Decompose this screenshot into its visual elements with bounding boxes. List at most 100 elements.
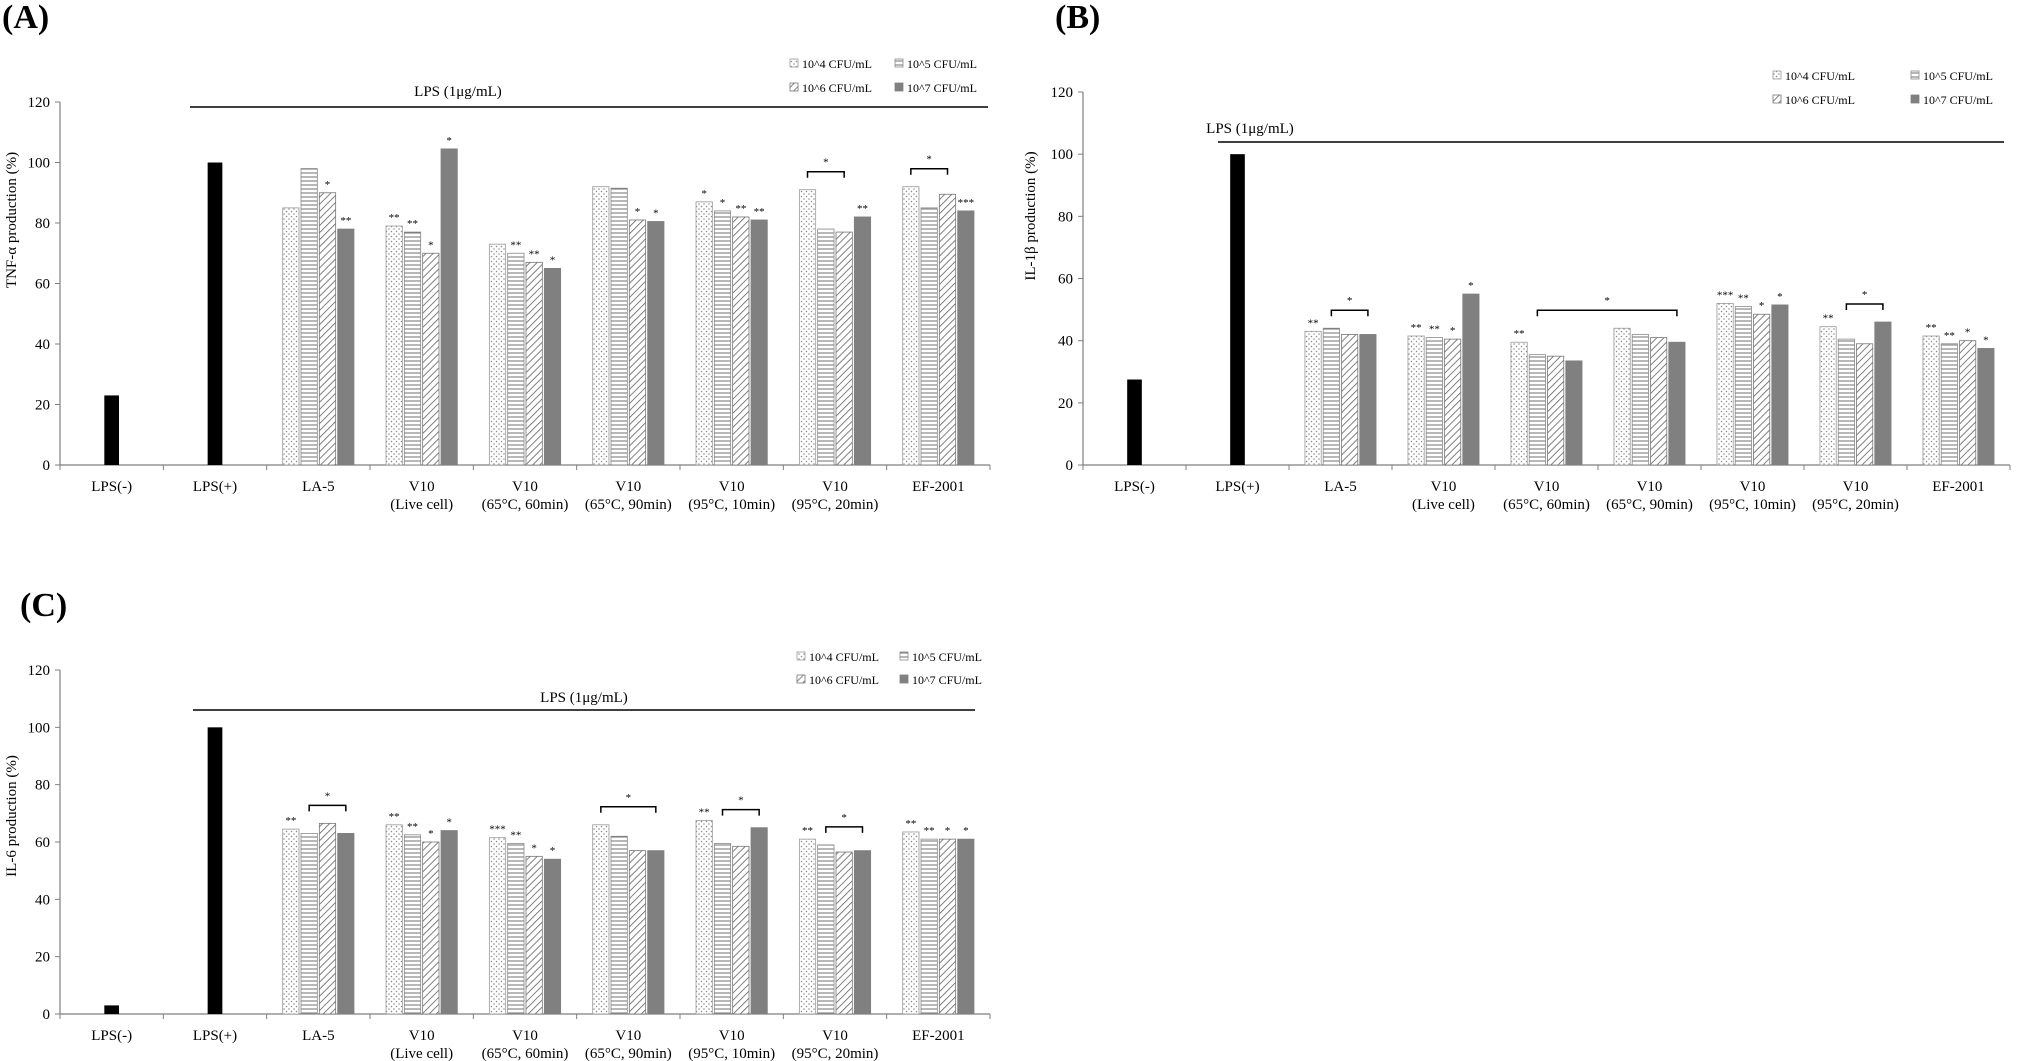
y-tick-label: 120 (28, 663, 51, 679)
y-tick-label: 100 (28, 156, 51, 172)
control-bar (1127, 379, 1142, 465)
significance-label: ** (1823, 313, 1834, 325)
legend-swatch (796, 651, 806, 661)
significance-bracket (806, 170, 845, 178)
x-tick-label: (Live cell) (390, 1046, 453, 1061)
significance-label: * (531, 842, 537, 854)
bar (282, 207, 300, 466)
significance-label: ** (1944, 330, 1955, 342)
bar (1613, 327, 1631, 466)
x-tick-label: EF-2001 (912, 479, 965, 495)
bar (1959, 340, 1977, 466)
significance-label: * (1450, 325, 1456, 337)
significance-label: * (653, 207, 659, 219)
legend-swatch (1910, 94, 1920, 104)
bar (282, 828, 300, 1015)
significance-label: * (428, 239, 434, 251)
legend-entry: 10^6 CFU/mL (1785, 93, 1855, 107)
legend-swatch (789, 82, 799, 92)
bar (385, 225, 403, 466)
bar (507, 843, 525, 1015)
bar (1359, 334, 1377, 466)
legend-entry: 10^5 CFU/mL (1923, 69, 1993, 83)
significance-bracket (308, 804, 347, 812)
bar (853, 216, 872, 466)
significance-label: ** (389, 811, 400, 823)
control-bar (207, 727, 223, 1014)
x-tick-label: (65°C, 60min) (482, 1046, 569, 1061)
bar (713, 843, 732, 1015)
bar (610, 835, 628, 1015)
y-tick-label: 0 (1066, 458, 1074, 474)
y-tick-label: 0 (43, 458, 51, 474)
bar (440, 148, 458, 466)
significance-bracket (825, 826, 864, 833)
bar (732, 845, 750, 1015)
significance-label: ** (1411, 322, 1422, 334)
panel-c-chart: (C) IL-6 production (%) LPS (1μg/mL) 0 20… (4, 587, 991, 1061)
significance-bracket (910, 167, 949, 175)
significance-label: * (446, 135, 452, 147)
control-bar (104, 395, 120, 465)
x-tick-label: V10 (1843, 479, 1869, 495)
x-tick-label: V10 (822, 1028, 848, 1044)
bar (695, 820, 713, 1015)
x-tick-label: EF-2001 (1932, 479, 1985, 495)
bar (385, 824, 403, 1015)
bar (628, 850, 647, 1015)
bar (1425, 337, 1443, 466)
legend-entry: 10^4 CFU/mL (809, 650, 879, 664)
legend-swatch (1772, 94, 1782, 104)
bar (318, 822, 337, 1015)
bar (422, 841, 440, 1015)
y-tick-label: 20 (35, 398, 50, 414)
x-tick-label: (65°C, 60min) (482, 497, 569, 513)
significance-label: * (550, 845, 556, 857)
significance-label: * (1965, 327, 1971, 339)
x-tick-label: LPS(-) (1114, 479, 1155, 495)
x-tick-label: LPS(+) (193, 479, 237, 495)
y-tick-label: 80 (35, 778, 50, 794)
bar (592, 186, 610, 466)
legend-entry: 10^5 CFU/mL (907, 57, 977, 71)
bar (1407, 335, 1425, 466)
x-tick-label: (Live cell) (390, 497, 453, 513)
lps-label: LPS (1μg/mL) (540, 690, 628, 706)
bar (920, 838, 938, 1015)
bar (695, 201, 713, 466)
legend-swatch (894, 58, 904, 68)
bar (1304, 330, 1322, 466)
significance-bracket (600, 806, 657, 813)
x-tick-label: (65°C, 90min) (585, 497, 672, 513)
significance-label: ** (340, 215, 351, 227)
lps-label: LPS (1μg/mL) (1206, 121, 1294, 137)
significance-label: ** (857, 203, 868, 215)
bar (1462, 293, 1480, 466)
bracket-label: * (1862, 289, 1868, 301)
x-tick-label: LPS(-) (91, 479, 132, 495)
significance-label: * (1759, 300, 1765, 312)
y-tick-label: 60 (35, 835, 50, 851)
bar (1565, 360, 1583, 466)
significance-label: ** (735, 203, 746, 215)
significance-label: ** (510, 239, 521, 251)
bar (1837, 338, 1855, 466)
x-tick-label: V10 (1534, 479, 1560, 495)
significance-label: ** (1738, 292, 1749, 304)
significance-label: ** (1308, 317, 1319, 329)
bar (957, 210, 975, 466)
y-tick-label: 20 (35, 950, 50, 966)
bar (1716, 302, 1734, 466)
x-tick-label: V10 (1431, 479, 1457, 495)
x-tick-label: (95°C, 10min) (1709, 497, 1796, 513)
legend-swatch (899, 674, 909, 684)
significance-label: ** (407, 218, 418, 230)
bar (525, 261, 543, 466)
y-tick-label: 0 (43, 1007, 51, 1023)
x-tick-label: (95°C, 10min) (688, 497, 775, 513)
bracket-label: * (738, 795, 744, 807)
bar (1856, 343, 1874, 466)
legend-swatch (894, 82, 904, 92)
bar (422, 252, 440, 466)
